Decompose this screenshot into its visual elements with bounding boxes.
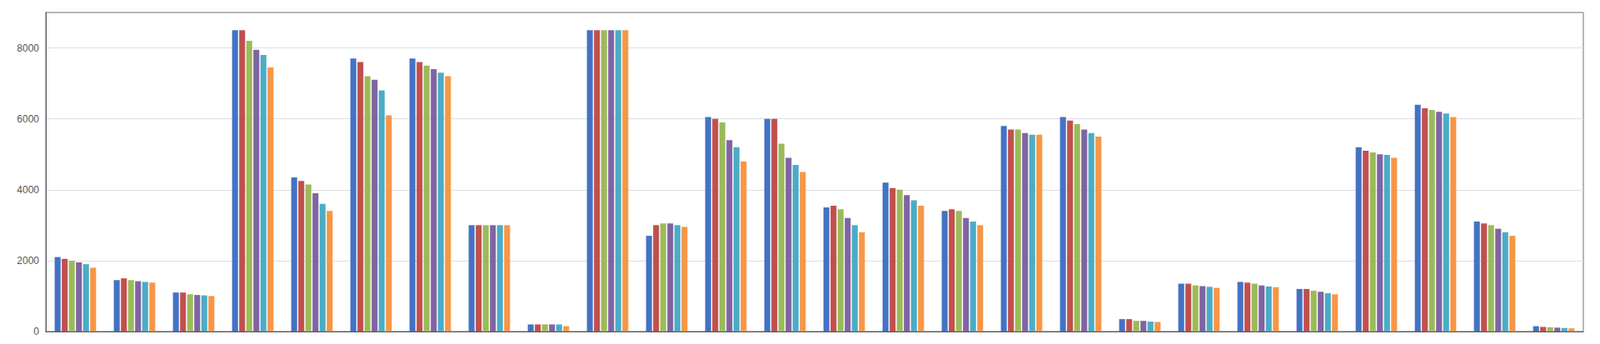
svg-text:6000: 6000 xyxy=(16,113,40,125)
svg-text:2000: 2000 xyxy=(16,254,40,267)
svg-text:4000: 4000 xyxy=(16,184,40,196)
svg-text:8000: 8000 xyxy=(16,42,40,55)
svg-text:0: 0 xyxy=(33,325,40,338)
